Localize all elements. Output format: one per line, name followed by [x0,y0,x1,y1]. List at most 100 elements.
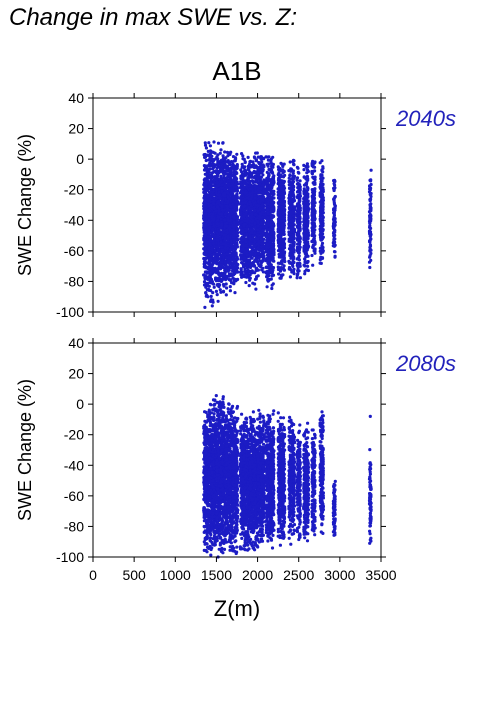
data-point [248,273,252,277]
data-point [228,170,232,175]
data-point [268,253,272,257]
data-point [203,203,207,207]
data-point [242,166,246,170]
data-point [208,235,212,239]
data-point [208,144,212,148]
data-point [238,240,243,244]
data-point [208,225,212,229]
data-point [242,157,246,161]
data-point [266,158,270,162]
data-point [282,264,286,268]
data-point [292,236,296,241]
data-point [215,205,220,209]
data-point [231,245,235,249]
data-point [215,276,219,280]
data-point [239,230,243,234]
data-point [232,240,236,244]
data-point [223,163,227,167]
data-point [267,258,271,262]
data-point [204,146,208,150]
data-point [282,162,286,166]
data-point [289,197,293,201]
data-point [268,184,272,189]
data-point [225,176,229,180]
data-point [252,163,256,167]
data-point [292,233,296,237]
data-point [223,233,227,237]
data-point [228,285,232,289]
data-point [216,238,220,242]
data-point [256,246,260,250]
data-point [240,152,244,156]
data-point [278,276,282,280]
data-point [264,248,268,252]
data-point [235,189,240,193]
data-point [203,193,207,197]
data-point [225,267,229,271]
data-point [231,215,236,219]
data-point [219,148,223,152]
data-point [219,174,223,178]
data-point [212,140,216,144]
data-point [266,211,270,216]
data-point [217,187,221,191]
data-point [207,199,211,203]
data-point [240,217,244,221]
data-point [259,198,263,202]
data-point [252,253,256,257]
data-point [207,246,211,250]
data-point [228,289,232,293]
data-point [227,160,231,164]
data-point [228,152,232,156]
data-point [260,239,264,243]
data-point [251,181,255,185]
data-point [277,223,281,227]
data-point [204,217,208,221]
data-point [205,166,209,170]
data-point [208,220,212,224]
data-point [210,171,214,175]
data-point [242,275,246,279]
data-point [208,251,212,255]
data-point [227,278,231,282]
data-point [253,212,257,217]
data-point [243,263,247,267]
data-point [248,192,252,197]
data-point [243,171,247,175]
data-point [251,175,255,179]
data-point [242,251,246,255]
data-point [218,274,222,278]
data-point [283,219,287,223]
data-point [206,287,211,291]
data-point [208,163,212,168]
data-point [291,188,296,192]
data-point [239,253,243,257]
data-point [234,179,238,184]
data-point [281,226,285,230]
data-point [291,257,295,261]
data-point [223,150,227,154]
data-point [256,224,260,228]
data-point [214,209,219,213]
data-point [266,216,270,220]
data-point [266,193,270,197]
data-point [202,196,206,200]
data-point [257,171,261,175]
data-point [278,166,282,171]
data-point [228,163,232,167]
data-point [235,192,239,196]
data-point [291,191,295,195]
data-point [288,207,292,211]
data-point [239,211,243,215]
data-point [202,273,206,277]
data-point [288,232,292,236]
data-point [239,225,243,229]
data-point [228,174,233,178]
data-point [246,155,250,159]
data-point [248,160,252,164]
data-point [291,171,295,175]
data-point [207,141,211,145]
data-point [210,264,214,268]
